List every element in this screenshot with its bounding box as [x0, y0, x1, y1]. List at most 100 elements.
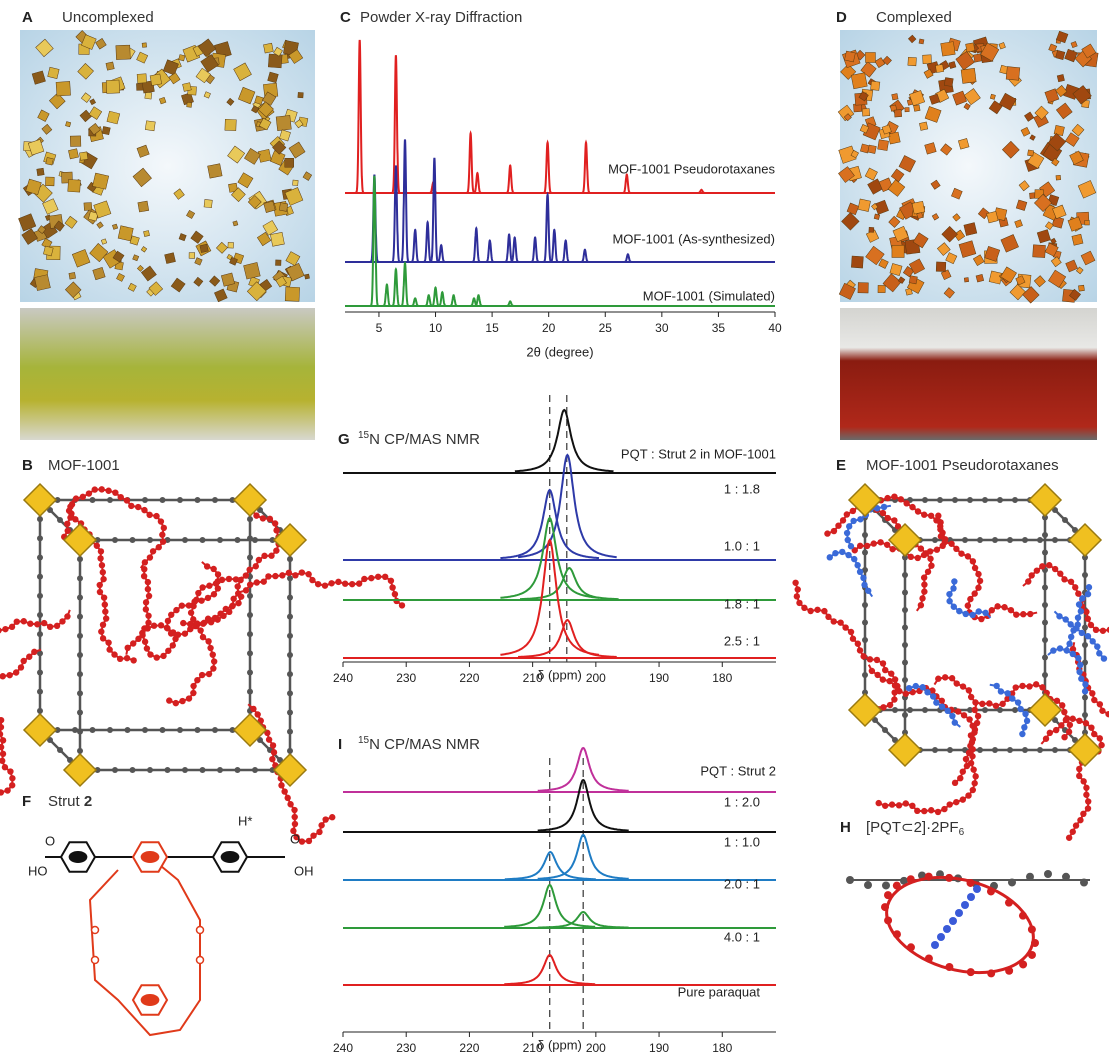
- atom: [1082, 642, 1088, 648]
- atom: [287, 575, 293, 581]
- crystal: [279, 203, 288, 212]
- atom: [107, 727, 113, 733]
- atom: [195, 727, 201, 733]
- atom: [987, 969, 995, 977]
- atom: [952, 497, 958, 503]
- atom: [1042, 655, 1048, 661]
- atom: [247, 689, 253, 695]
- atom: [1062, 517, 1068, 523]
- atom: [166, 697, 172, 703]
- x-tick-label: 20: [542, 321, 556, 335]
- title-bold: 2: [84, 793, 92, 810]
- atom: [37, 593, 43, 599]
- atom: [1042, 585, 1048, 591]
- crystal: [183, 83, 192, 92]
- crystal: [69, 272, 76, 279]
- crystal: [270, 232, 284, 246]
- atom: [92, 957, 99, 964]
- atom: [287, 556, 293, 562]
- x-tick-label: 30: [655, 321, 669, 335]
- atom: [235, 767, 241, 773]
- crystal: [1056, 175, 1061, 180]
- atom: [247, 670, 253, 676]
- series-label: MOF-1001 Pseudorotaxanes: [608, 161, 775, 176]
- legend-title: PQT : Strut 2 in MOF-1001: [621, 446, 776, 461]
- page: {"panels": { "A": {"label": "A", "title"…: [0, 0, 1109, 1055]
- x-tick-label: 35: [712, 321, 726, 335]
- crystal: [68, 149, 78, 159]
- atom: [77, 652, 83, 658]
- atom: [977, 747, 983, 753]
- atom: [37, 612, 43, 618]
- crystal: [144, 231, 150, 237]
- atom: [937, 933, 945, 941]
- atom: [925, 954, 933, 962]
- crystal: [165, 253, 176, 264]
- atom: [197, 927, 204, 934]
- atom: [1028, 925, 1036, 933]
- x-tick-label: 190: [649, 671, 669, 685]
- crystal: [150, 74, 162, 86]
- atom: [77, 690, 83, 696]
- crystal: [106, 80, 119, 93]
- atom: [932, 747, 938, 753]
- photo-dish-a: [20, 308, 315, 440]
- atom: [827, 554, 833, 560]
- crystal: [1072, 234, 1083, 245]
- panel-title: MOF-1001 Pseudorotaxanes: [866, 457, 1059, 474]
- atom: [1012, 497, 1018, 503]
- atom: [72, 727, 78, 733]
- x-tick-label: 200: [586, 1041, 606, 1055]
- atom: [112, 537, 118, 543]
- atom: [90, 727, 96, 733]
- panel-label: F: [22, 793, 31, 810]
- x-tick-label: 40: [768, 321, 782, 335]
- atom: [1086, 584, 1092, 590]
- panel-title: MOF-1001: [48, 457, 120, 474]
- atom: [864, 881, 872, 889]
- atom: [287, 690, 293, 696]
- atom: [1082, 688, 1088, 694]
- atom: [147, 767, 153, 773]
- crystal: [225, 119, 236, 130]
- atom: [876, 800, 882, 806]
- atom: [1052, 537, 1058, 543]
- crystal: [908, 57, 917, 66]
- atom: [951, 578, 957, 584]
- atom: [952, 780, 958, 786]
- crystal: [137, 74, 147, 84]
- panel-label: B: [22, 457, 33, 474]
- crystal: [865, 52, 875, 62]
- atom: [1042, 602, 1048, 608]
- atom: [37, 555, 43, 561]
- panel-title: [PQT⊂2]·2PF6: [866, 819, 965, 838]
- series-label: 1.8 : 1: [724, 596, 760, 611]
- atom: [922, 707, 928, 713]
- crystal: [878, 285, 885, 292]
- panel-label: D: [836, 9, 847, 26]
- ring-center: [69, 851, 88, 863]
- atom: [1061, 734, 1067, 740]
- atom: [177, 727, 183, 733]
- atom: [967, 968, 975, 976]
- atom: [925, 873, 933, 881]
- title-text: Strut: [48, 793, 81, 810]
- atom: [945, 963, 953, 971]
- atom: [902, 607, 908, 613]
- crystal: [976, 274, 984, 282]
- atom: [1022, 747, 1028, 753]
- crystal: [878, 140, 889, 151]
- crystal: [1085, 220, 1090, 225]
- atom: [252, 767, 258, 773]
- atom: [238, 593, 244, 599]
- atom: [37, 631, 43, 637]
- crystal: [187, 102, 192, 107]
- atom: [967, 497, 973, 503]
- crystal: [923, 55, 932, 64]
- atom: [892, 707, 898, 713]
- crystal: [285, 158, 294, 167]
- crystal: [285, 287, 299, 301]
- title-sup: 15: [358, 735, 370, 746]
- crystal: [56, 81, 71, 96]
- panel-label: G: [338, 431, 350, 448]
